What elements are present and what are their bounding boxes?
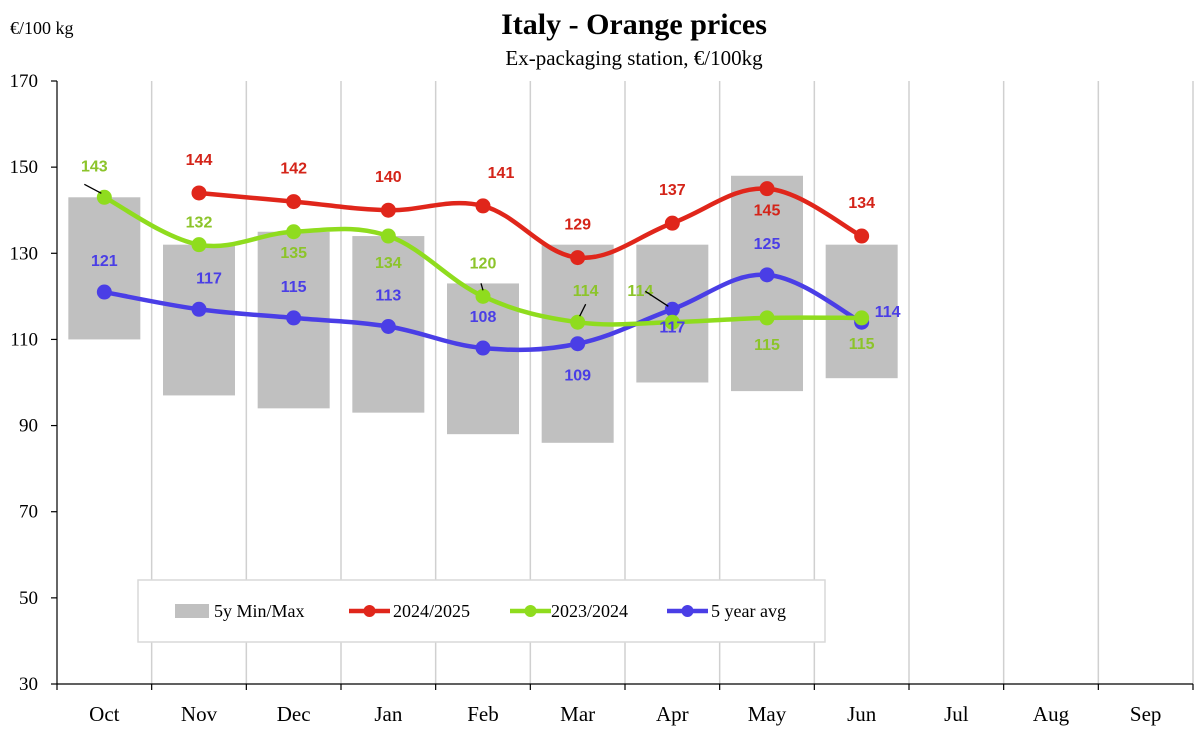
- x-tick-label-dec: Dec: [277, 702, 311, 726]
- legend-swatch-range: [175, 604, 209, 618]
- legend-label-2023-2024: 2023/2024: [551, 601, 628, 621]
- data-label-2023-2024-oct: 143: [81, 158, 108, 175]
- x-tick-label-jan: Jan: [374, 702, 402, 726]
- data-label-5-year-avg-mar: 109: [564, 368, 591, 385]
- y-tick-label: 110: [10, 329, 38, 350]
- range-bar-nov: [163, 244, 235, 396]
- y-unit-label: €/100 kg: [10, 18, 74, 38]
- data-label-5-year-avg-oct: 121: [91, 253, 118, 270]
- data-label-5-year-avg-may: 125: [754, 236, 781, 253]
- range-bar-oct: [68, 197, 141, 340]
- point-5-year-avg-may: [759, 267, 775, 283]
- point-2024-2025-nov: [191, 185, 207, 201]
- y-tick-label: 130: [10, 243, 39, 264]
- data-label-5-year-avg-jan: 113: [375, 288, 401, 305]
- legend: 5y Min/Max 2024/2025 2023/2024 5 year avg: [137, 579, 826, 643]
- point-5-year-avg-mar: [570, 336, 586, 352]
- point-2023-2024-mar: [570, 314, 586, 330]
- x-tick-label-apr: Apr: [656, 702, 689, 726]
- legend-label-range: 5y Min/Max: [214, 601, 305, 621]
- data-label-5-year-avg-nov: 117: [196, 270, 222, 287]
- point-2023-2024-feb: [475, 288, 491, 304]
- y-tick-label: 90: [19, 416, 38, 437]
- point-2023-2024-jan: [380, 228, 396, 244]
- x-tick-label-mar: Mar: [560, 702, 595, 726]
- chart-title: Italy - Orange prices: [501, 8, 767, 41]
- data-label-2023-2024-jun: 115: [849, 336, 875, 353]
- data-label-2023-2024-may: 115: [754, 337, 780, 354]
- data-label-2023-2024-dec: 135: [280, 245, 307, 262]
- point-5-year-avg-oct: [96, 284, 112, 300]
- point-2023-2024-apr: [664, 314, 680, 330]
- data-label-2024-2025-feb: 141: [488, 165, 515, 182]
- data-label-2023-2024-mar: 114: [573, 283, 599, 300]
- data-label-2024-2025-jan: 140: [375, 169, 402, 186]
- range-bar-may: [731, 175, 803, 392]
- data-label-2024-2025-nov: 144: [186, 152, 213, 169]
- y-tick-label: 30: [19, 674, 38, 695]
- data-label-2024-2025-may: 145: [754, 203, 781, 220]
- range-bar-feb: [447, 283, 519, 435]
- data-label-5-year-avg-jun: 114: [875, 304, 901, 321]
- x-tick-label-jul: Jul: [944, 702, 969, 726]
- point-2024-2025-jan: [380, 202, 396, 218]
- x-tick-label-jun: Jun: [847, 702, 877, 726]
- legend-label-5-year-avg: 5 year avg: [711, 601, 786, 621]
- point-2023-2024-may: [759, 310, 775, 326]
- x-tick-label-nov: Nov: [181, 702, 218, 726]
- x-tick-label-aug: Aug: [1033, 702, 1070, 726]
- point-5-year-avg-jan: [380, 319, 396, 335]
- point-2024-2025-feb: [475, 198, 491, 214]
- legend-marker-2024-2025: [363, 605, 376, 617]
- point-2023-2024-jun: [854, 310, 870, 326]
- y-tick-label: 170: [10, 71, 39, 92]
- data-label-2023-2024-apr: 114: [627, 283, 653, 300]
- data-label-2023-2024-jan: 134: [375, 255, 402, 272]
- range-bars: [68, 175, 898, 443]
- y-tick-label: 50: [19, 588, 38, 609]
- x-tick-label-may: May: [748, 702, 787, 726]
- grid-lines: [150, 81, 1194, 684]
- label-leader-line: [579, 303, 587, 317]
- data-label-5-year-avg-feb: 108: [470, 309, 497, 326]
- y-tick-label: 150: [10, 157, 39, 178]
- point-5-year-avg-nov: [191, 301, 207, 317]
- data-label-5-year-avg-apr: 117: [659, 319, 685, 336]
- data-labels: 121 117 115 113 108 109 117 125 114 143 132 135 134 1…: [81, 152, 901, 385]
- point-5-year-avg-apr: [664, 301, 680, 317]
- point-2024-2025-jun: [854, 228, 870, 244]
- data-label-2023-2024-feb: 120: [470, 255, 497, 272]
- label-leader-line: [644, 290, 669, 307]
- point-5-year-avg-feb: [475, 340, 491, 356]
- chart-subtitle: Ex-packaging station, €/100kg: [505, 46, 763, 70]
- legend-marker-5-year-avg: [681, 605, 694, 617]
- data-label-2023-2024-nov: 132: [186, 215, 213, 232]
- x-tick-label-oct: Oct: [89, 702, 119, 726]
- point-5-year-avg-dec: [286, 310, 302, 326]
- legend-marker-2023-2024: [524, 605, 537, 617]
- data-label-2024-2025-mar: 129: [564, 217, 591, 234]
- legend-label-2024-2025: 2024/2025: [393, 601, 470, 621]
- data-label-2024-2025-dec: 142: [280, 161, 307, 178]
- point-2023-2024-nov: [191, 237, 207, 253]
- point-2024-2025-dec: [286, 194, 302, 210]
- data-label-2024-2025-apr: 137: [659, 182, 686, 199]
- axes: 30 50 70 90 110 130 150 170 Oct Nov Dec Jan Feb Mar Ap…: [10, 71, 1194, 726]
- x-tick-label-feb: Feb: [467, 702, 499, 726]
- point-2023-2024-dec: [286, 224, 302, 240]
- point-2024-2025-apr: [664, 215, 680, 231]
- point-2024-2025-mar: [570, 250, 586, 266]
- legend-box: [137, 579, 826, 643]
- data-label-5-year-avg-dec: 115: [281, 279, 307, 296]
- series-lines: [96, 181, 870, 356]
- label-leader-line: [480, 283, 484, 291]
- y-tick-label: 70: [19, 502, 38, 523]
- label-leader-line: [84, 183, 102, 194]
- x-tick-label-sep: Sep: [1130, 702, 1162, 726]
- point-2024-2025-may: [759, 181, 775, 197]
- data-label-2024-2025-jun: 134: [848, 195, 875, 212]
